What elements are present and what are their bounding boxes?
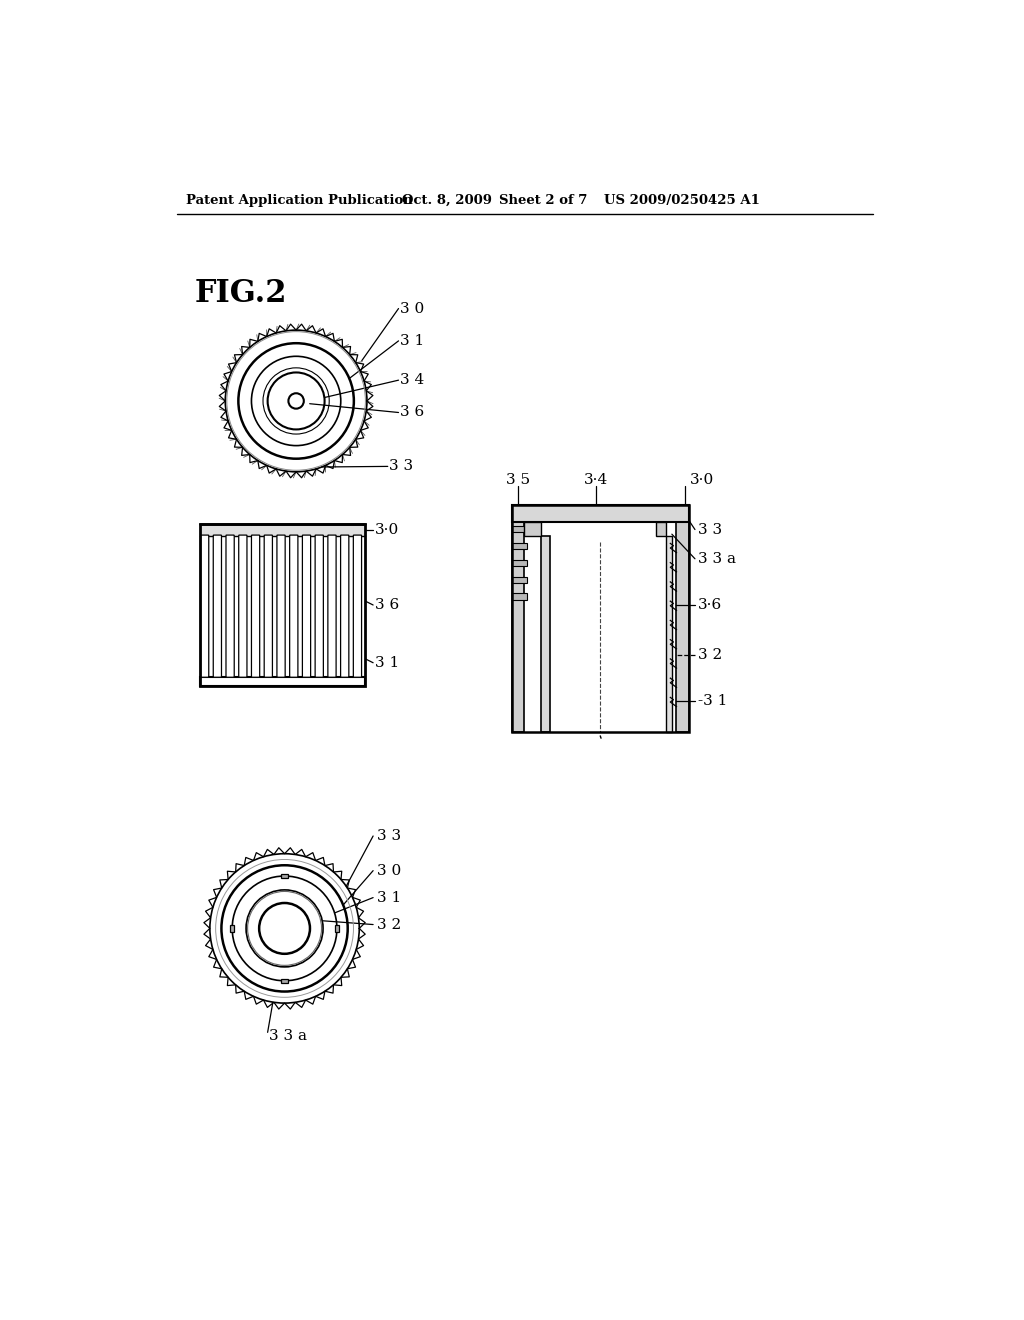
FancyBboxPatch shape (353, 535, 361, 677)
FancyBboxPatch shape (213, 535, 221, 677)
Bar (200, 677, 366, 686)
Text: -3 1: -3 1 (698, 694, 727, 709)
Text: 3·4: 3·4 (585, 474, 608, 487)
Text: Sheet 2 of 7: Sheet 2 of 7 (499, 194, 587, 207)
Text: 3·0: 3·0 (375, 523, 399, 537)
Bar (200, 524, 366, 536)
FancyBboxPatch shape (341, 535, 349, 677)
Text: 3 1: 3 1 (400, 334, 424, 348)
Bar (656, 521, 666, 536)
Text: 3 3 a: 3 3 a (698, 552, 736, 566)
Bar (666, 536, 672, 733)
Bar (524, 521, 541, 536)
FancyBboxPatch shape (276, 535, 285, 677)
Text: 3 3: 3 3 (698, 523, 722, 536)
Text: 3·0: 3·0 (690, 474, 715, 487)
Bar (512, 506, 689, 733)
Bar (281, 874, 289, 878)
Text: 3 6: 3 6 (400, 405, 424, 420)
Text: 3·6: 3·6 (698, 598, 722, 612)
Text: 3 1: 3 1 (377, 891, 401, 904)
Bar (200, 524, 366, 686)
FancyBboxPatch shape (226, 535, 234, 677)
Text: Oct. 8, 2009: Oct. 8, 2009 (401, 194, 492, 207)
Text: 3 2: 3 2 (377, 917, 401, 932)
Text: Patent Application Publication: Patent Application Publication (186, 194, 413, 207)
FancyBboxPatch shape (302, 535, 310, 677)
Bar (541, 536, 550, 733)
Bar (677, 521, 689, 733)
FancyBboxPatch shape (252, 535, 260, 677)
Text: 3 6: 3 6 (375, 598, 399, 612)
Bar (512, 506, 689, 521)
Text: 3 2: 3 2 (698, 648, 722, 663)
Text: 3 3: 3 3 (389, 459, 414, 474)
Text: 3 3 a: 3 3 a (269, 1030, 307, 1043)
Bar (512, 594, 527, 599)
Text: 3 0: 3 0 (377, 863, 401, 878)
Text: 3 5: 3 5 (506, 474, 530, 487)
Bar (512, 577, 527, 582)
Bar (335, 924, 339, 932)
Text: 3 0: 3 0 (400, 301, 424, 315)
Bar (512, 543, 527, 549)
FancyBboxPatch shape (264, 535, 272, 677)
Bar (281, 979, 289, 982)
Text: 3 4: 3 4 (400, 374, 424, 387)
Bar (230, 924, 234, 932)
Bar (512, 560, 527, 566)
Text: FIG.2: FIG.2 (195, 277, 287, 309)
Text: US 2009/0250425 A1: US 2009/0250425 A1 (604, 194, 760, 207)
Text: 3 3: 3 3 (377, 829, 401, 843)
FancyBboxPatch shape (201, 535, 209, 677)
Bar (512, 525, 527, 532)
Text: 3 1: 3 1 (375, 656, 399, 669)
FancyBboxPatch shape (328, 535, 336, 677)
FancyBboxPatch shape (290, 535, 298, 677)
Bar (512, 521, 524, 733)
FancyBboxPatch shape (239, 535, 247, 677)
FancyBboxPatch shape (315, 535, 324, 677)
